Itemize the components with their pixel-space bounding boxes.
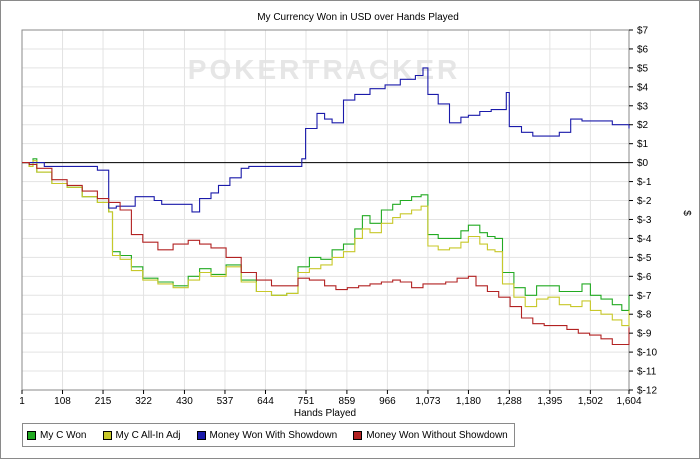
x-tick-label: 1,073 — [415, 396, 440, 407]
x-tick-label: 430 — [176, 396, 193, 407]
x-tick-label: 1,288 — [497, 396, 522, 407]
y-tick-label: $4 — [637, 82, 649, 93]
y-tick-label: $7 — [637, 26, 649, 37]
legend-label: Money Won With Showdown — [209, 429, 338, 441]
watermark-logo: POKERTRACKER — [188, 54, 460, 85]
legend-label: My C All-In Adj — [115, 429, 181, 441]
x-tick-label: 1,502 — [578, 396, 603, 407]
legend-swatch — [27, 430, 36, 440]
y-tick-label: $-10 — [637, 348, 657, 359]
y-tick-label: $-4 — [637, 234, 652, 245]
y-tick-label: $-7 — [637, 291, 652, 302]
y-tick-label: $-6 — [637, 272, 652, 283]
series-line-3 — [22, 67, 630, 213]
y-tick-label: $-3 — [637, 215, 652, 226]
x-tick-label: 644 — [257, 396, 274, 407]
legend: My C Won My C All-In Adj Money Won With Sh… — [22, 423, 515, 447]
y-tick-label: $-11 — [637, 367, 657, 378]
x-tick-label: 859 — [339, 396, 356, 407]
y-tick-label: $2 — [637, 120, 649, 131]
y-tick-label: $-8 — [637, 310, 652, 321]
x-tick-label: 1,180 — [456, 396, 481, 407]
chart-title: My Currency Won in USD over Hands Played — [257, 12, 459, 23]
x-tick-label: 751 — [298, 396, 315, 407]
y-tick-label: $1 — [637, 139, 649, 150]
series-line-4 — [22, 162, 630, 346]
legend-item-2[interactable]: My C All-In Adj — [102, 429, 181, 441]
series-lines — [22, 67, 630, 346]
legend-label: Money Won Without Showdown — [366, 429, 508, 441]
y-tick-label: $-12 — [637, 386, 657, 397]
y-axis-label: $ — [681, 210, 692, 216]
y-axis-ticks: $7 $6 $5 $4 $3 $2 $1 $0 $-1 $-2 $-3 $-4 $-5 $-6 $-7 $-8… — [629, 26, 657, 397]
legend-item-3[interactable]: Money Won With Showdown — [196, 429, 338, 441]
y-tick-label: $-9 — [637, 329, 652, 340]
plot-area-border — [21, 29, 630, 391]
legend-swatch — [196, 430, 206, 440]
x-tick-label: 215 — [95, 396, 112, 407]
x-tick-label: 1,604 — [616, 396, 641, 407]
legend-item-1[interactable]: My C Won — [27, 430, 87, 441]
legend-label: My C Won — [40, 429, 87, 441]
series-line-1 — [22, 158, 630, 311]
x-tick-label: 537 — [217, 396, 234, 407]
legend-item-4[interactable]: Money Won Without Showdown — [353, 430, 508, 441]
y-tick-label: $0 — [637, 158, 649, 169]
y-tick-label: $-1 — [637, 177, 652, 188]
series-line-2 — [22, 160, 630, 327]
x-tick-label: 966 — [379, 396, 396, 407]
x-tick-label: 1,395 — [537, 396, 562, 407]
y-tick-label: $6 — [637, 44, 649, 55]
x-tick-label: 322 — [135, 396, 152, 407]
x-axis-ticks: 1 108 215 322 430 537 644 751 859 966 1,073 1,180 1,… — [19, 390, 642, 407]
x-tick-label: 1 — [19, 396, 25, 407]
y-tick-label: $5 — [637, 63, 649, 74]
y-tick-label: $-2 — [637, 196, 652, 207]
x-axis-label: Hands Played — [294, 408, 356, 419]
y-tick-label: $3 — [637, 101, 649, 112]
x-tick-label: 108 — [54, 396, 71, 407]
y-tick-label: $-5 — [637, 253, 652, 264]
legend-swatch — [102, 430, 112, 440]
legend-swatch — [353, 430, 363, 440]
